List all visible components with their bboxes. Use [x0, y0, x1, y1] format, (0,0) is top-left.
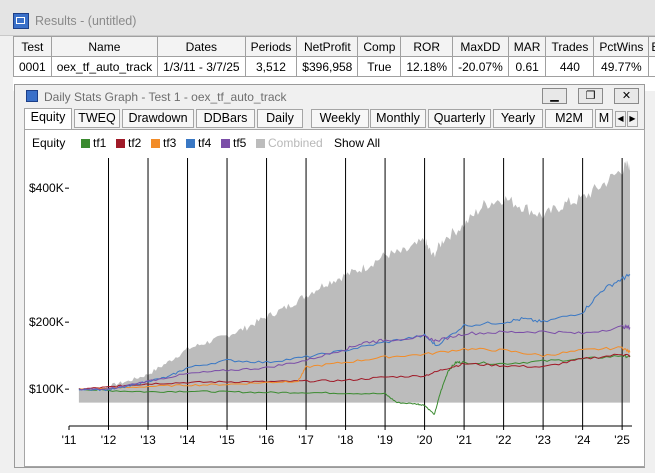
legend-swatch — [256, 139, 265, 148]
tab-monthly[interactable]: Monthly — [370, 109, 426, 128]
results-window-icon — [13, 13, 29, 29]
legend-label-tf4: tf4 — [198, 136, 212, 150]
tab-equity[interactable]: Equity — [24, 108, 72, 129]
series-line-tf2 — [78, 353, 631, 390]
graph-window-title-bar[interactable]: Daily Stats Graph - Test 1 - oex_tf_auto… — [15, 85, 644, 107]
col-header-test[interactable]: Test — [13, 36, 52, 57]
legend-item-tf4[interactable]: tf4 — [186, 136, 211, 150]
combined-equity-area — [78, 160, 630, 403]
col-header-clipped[interactable]: E — [648, 36, 655, 57]
series-line-tf3 — [78, 346, 631, 390]
minimize-button[interactable]: ▁ — [542, 88, 567, 104]
x-tick-label: '17 — [298, 433, 314, 447]
cell-test[interactable]: 0001 — [13, 56, 52, 77]
cell-periods[interactable]: 3,512 — [244, 56, 298, 77]
legend-item-tf1[interactable]: tf1 — [81, 136, 106, 150]
equity-chart-panel: Equity tf1 tf2 tf3 tf4 tf5 Combined Show… — [24, 129, 645, 467]
show-all-button[interactable]: Show All — [334, 136, 381, 150]
col-header-trades[interactable]: Trades — [545, 36, 595, 57]
cell-comp[interactable]: True — [357, 56, 402, 77]
x-tick-label: '19 — [377, 433, 393, 447]
tab-tweq[interactable]: TWEQ — [74, 109, 120, 128]
x-tick-label: '23 — [535, 433, 551, 447]
results-header-row: Test Name Dates Periods NetProfit Comp R… — [13, 36, 655, 57]
legend-item-tf5[interactable]: tf5 — [221, 136, 246, 150]
col-header-pctwins[interactable]: PctWins — [593, 36, 650, 57]
col-header-name[interactable]: Name — [50, 36, 159, 57]
outer-window-title: Results - (untitled) — [35, 14, 137, 28]
tab-m2m[interactable]: M2M — [545, 109, 593, 128]
series-line-tf4 — [78, 273, 631, 392]
x-tick-label: '18 — [338, 433, 354, 447]
x-tick-label: '21 — [456, 433, 472, 447]
cell-mar[interactable]: 0.61 — [507, 56, 547, 77]
col-header-periods[interactable]: Periods — [244, 36, 298, 57]
tab-quarterly[interactable]: Quarterly — [428, 109, 491, 128]
graph-window-icon — [26, 90, 38, 102]
cell-clipped[interactable] — [648, 56, 655, 77]
x-tick-label: '15 — [219, 433, 235, 447]
legend-swatch — [221, 139, 230, 148]
x-tick-label: '16 — [259, 433, 275, 447]
x-tick-label: '12 — [101, 433, 117, 447]
y-tick-label: $400K — [29, 181, 64, 195]
col-header-mar[interactable]: MAR — [507, 36, 547, 57]
tab-scroll-right-icon[interactable]: ▶ — [627, 111, 638, 127]
tab-ddbars[interactable]: DDBars — [196, 109, 255, 128]
cell-netprofit[interactable]: $396,958 — [296, 56, 359, 77]
restore-button[interactable]: ❐ — [578, 88, 603, 104]
cell-name[interactable]: oex_tf_auto_track — [50, 56, 159, 77]
graph-window-title: Daily Stats Graph - Test 1 - oex_tf_auto… — [44, 90, 287, 104]
cell-trades[interactable]: 440 — [545, 56, 595, 77]
series-line-tf5 — [78, 323, 631, 391]
y-tick-label: $100K — [29, 382, 64, 396]
results-row[interactable]: 0001 oex_tf_auto_track 1/3/11 - 3/7/25 3… — [13, 56, 655, 77]
close-button[interactable]: ✕ — [614, 88, 639, 104]
y-tick-label: $200K — [29, 315, 64, 329]
cell-ror[interactable]: 12.18% — [400, 56, 454, 77]
daily-stats-graph-window: Daily Stats Graph - Test 1 - oex_tf_auto… — [14, 84, 645, 468]
legend-label-combined: Combined — [268, 136, 323, 150]
x-tick-label: '20 — [417, 433, 433, 447]
cell-maxdd[interactable]: -20.07% — [452, 56, 509, 77]
legend-swatch — [116, 139, 125, 148]
legend-swatch — [186, 139, 195, 148]
legend-swatch — [151, 139, 160, 148]
legend-label-tf3: tf3 — [163, 136, 177, 150]
x-tick-label: '11 — [62, 433, 77, 447]
legend-item-tf3[interactable]: tf3 — [151, 136, 176, 150]
outer-title-bar: Results - (untitled) — [0, 0, 655, 36]
legend-title: Equity — [32, 136, 66, 150]
x-tick-label: '22 — [496, 433, 512, 447]
col-header-maxdd[interactable]: MaxDD — [452, 36, 509, 57]
tab-clipped[interactable]: M — [595, 109, 613, 128]
legend-label-tf2: tf2 — [128, 136, 142, 150]
col-header-netprofit[interactable]: NetProfit — [296, 36, 359, 57]
tab-weekly[interactable]: Weekly — [311, 109, 369, 128]
x-tick-label: '25 — [614, 433, 630, 447]
col-header-ror[interactable]: ROR — [400, 36, 454, 57]
tab-drawdown[interactable]: Drawdown — [122, 109, 194, 128]
legend-item-tf2[interactable]: tf2 — [116, 136, 141, 150]
col-header-comp[interactable]: Comp — [357, 36, 402, 57]
results-table: Test Name Dates Periods NetProfit Comp R… — [13, 36, 655, 77]
legend-item-combined[interactable]: Combined — [256, 136, 323, 150]
cell-pctwins[interactable]: 49.77% — [593, 56, 650, 77]
legend-label-tf5: tf5 — [233, 136, 247, 150]
tab-yearly[interactable]: Yearly — [493, 109, 543, 128]
series-line-tf1 — [78, 354, 631, 415]
x-tick-label: '13 — [140, 433, 156, 447]
equity-plot: $100K $200K $400K '11 '12 '13 '14 '15 '16 '17 '18 '… — [29, 158, 632, 447]
col-header-dates[interactable]: Dates — [157, 36, 246, 57]
legend-swatch — [81, 139, 90, 148]
tab-scroll-left-icon[interactable]: ◀ — [615, 111, 626, 127]
legend-label-tf1: tf1 — [93, 136, 107, 150]
x-tick-label: '14 — [180, 433, 196, 447]
cell-dates[interactable]: 1/3/11 - 3/7/25 — [157, 56, 246, 77]
x-tick-label: '24 — [575, 433, 591, 447]
tab-daily[interactable]: Daily — [257, 109, 303, 128]
